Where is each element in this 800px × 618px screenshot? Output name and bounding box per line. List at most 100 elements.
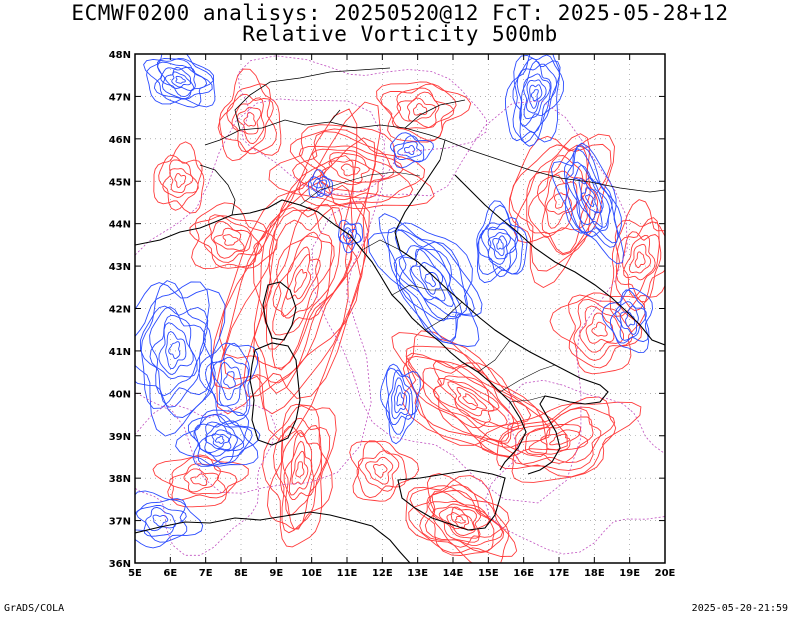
negative-vorticity-contour [338,223,362,246]
coastline-corsica [262,281,297,341]
positive-vorticity-contour [431,503,481,539]
positive-vorticity-contour [405,475,510,563]
lat-tick-label: 44N [109,220,131,231]
lat-tick-label: 43N [109,262,131,273]
lat-tick-label: 48N [109,50,131,61]
positive-vorticity-contour [328,159,370,184]
negative-vorticity-contour [149,314,198,380]
positive-vorticity-contour [357,450,400,492]
negative-vorticity-contour [378,213,483,344]
positive-vorticity-contour [293,268,308,293]
negative-vorticity-contour [385,367,419,435]
positive-vorticity-contour [525,416,594,464]
negative-vorticity-contour [487,232,511,260]
lon-tick-label: 11E [337,568,358,579]
negative-vorticity-contour [160,66,196,98]
negative-vorticity-contour [585,194,595,208]
contour-field [135,54,665,563]
negative-vorticity-contour [516,63,558,134]
positive-vorticity-contour [553,192,568,209]
positive-vorticity-contour [291,450,309,485]
positive-vorticity-contour [169,168,194,194]
negative-vorticity-contour [171,71,192,88]
negative-vorticity-contour [398,248,458,318]
negative-vorticity-contour [338,219,363,254]
positive-vorticity-contour [292,131,414,201]
software-credit: GrADS/COLA [4,603,65,614]
positive-vorticity-contour [446,506,475,532]
negative-vorticity-contour [397,141,422,158]
negative-vorticity-contour [204,423,238,454]
negative-vorticity-contour [135,498,188,543]
lon-tick-label: 12E [372,568,393,579]
positive-vorticity-contour [262,405,337,548]
negative-vorticity-contour [307,169,333,199]
negative-vorticity-contour [610,289,650,344]
positive-vorticity-contour [496,396,617,478]
positive-vorticity-contour [190,473,208,487]
negative-vorticity-contour [152,514,169,527]
negative-vorticity-contour [149,306,206,397]
negative-vorticity-contour [424,273,436,288]
negative-vorticity-contour [146,54,216,108]
lon-tick-label: 6E [163,568,177,579]
positive-vorticity-contour [285,254,312,300]
positive-vorticity-contour [412,103,428,116]
positive-vorticity-contour [281,246,321,318]
positive-vorticity-contour [219,68,282,162]
positive-vorticity-contour [573,298,633,361]
positive-vorticity-contour [376,81,472,143]
positive-vorticity-contour [183,468,220,493]
coastline-north-africa [135,511,411,563]
lat-tick-label: 38N [109,474,131,485]
negative-vorticity-contour [530,89,539,102]
negative-vorticity-contour [496,238,504,250]
lat-tick-label: 36N [109,559,131,570]
coastline-mainland-west [135,199,527,471]
positive-vorticity-contour [549,292,646,375]
negative-vorticity-contour [212,356,249,407]
border-regions [299,171,556,403]
positive-vorticity-contour [311,148,394,193]
lat-tick-label: 39N [109,432,131,443]
positive-vorticity-contour [609,199,665,317]
positive-vorticity-contour [289,128,426,207]
lon-tick-label: 15E [478,568,499,579]
positive-vorticity-contour [526,144,591,255]
zero-vorticity-contour [135,404,276,556]
negative-vorticity-contour [601,287,653,354]
negative-vorticity-contour [391,377,411,420]
negative-vorticity-contour [175,409,259,467]
lon-tick-label: 10E [301,568,322,579]
negative-vorticity-contour [211,433,231,448]
coastline-mainland-east [394,159,609,475]
positive-vorticity-contour [210,101,381,442]
lon-tick-label: 13E [407,568,428,579]
lon-tick-label: 18E [584,568,605,579]
lat-lon-gridlines [135,54,665,563]
positive-vorticity-contour [408,355,532,443]
lon-tick-label: 8E [234,568,248,579]
negative-vorticity-contour [476,200,528,284]
positive-vorticity-contour [281,430,323,516]
positive-vorticity-contour [549,433,571,446]
negative-vorticity-contour [487,226,517,265]
positive-vorticity-contour [231,97,265,145]
positive-vorticity-contour [456,386,488,410]
positive-vorticity-contour [391,332,568,457]
positive-vorticity-contour [408,473,518,557]
negative-vorticity-contour [312,178,328,193]
render-timestamp: 2025-05-20-21:59 [691,603,788,614]
positive-vorticity-contour [373,463,388,478]
negative-vorticity-contour [165,330,187,370]
positive-vorticity-contour [272,231,335,336]
negative-vorticity-contour [519,60,552,127]
negative-vorticity-contour [504,54,560,143]
zero-vorticity-contour [484,379,665,555]
positive-vorticity-contour [203,214,263,263]
negative-vorticity-contour [615,301,647,341]
negative-vorticity-contour [563,145,622,248]
longitude-tick-labels: 5E 6E 7E 8E 9E 10E 11E 12E 13E 14E 15E 16E 17E 18E 19E… [128,568,675,579]
negative-vorticity-contours [135,54,653,549]
